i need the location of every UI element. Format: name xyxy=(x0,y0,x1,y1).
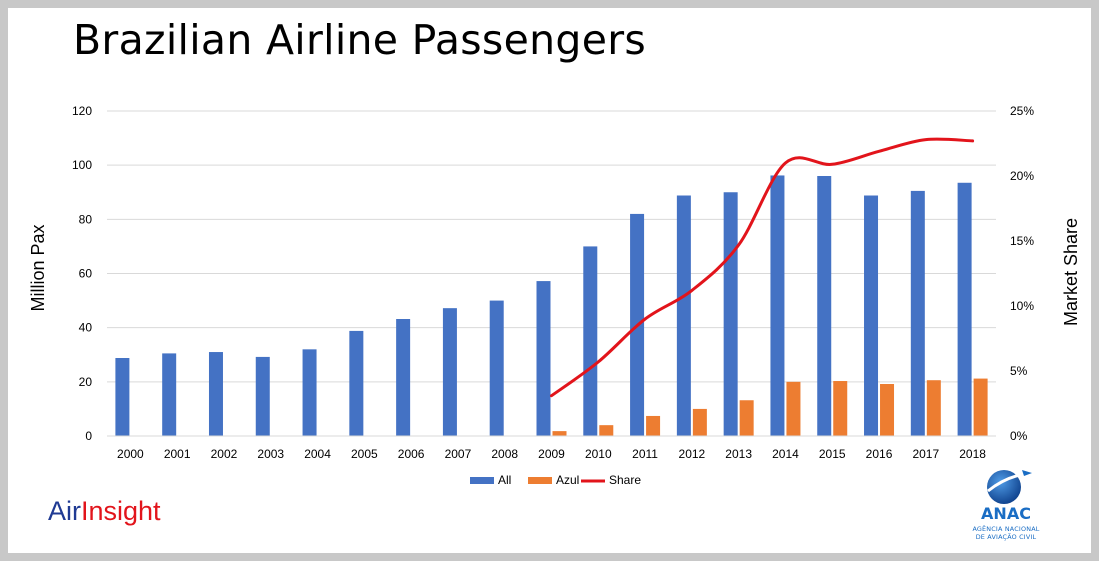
x-tick-label: 2016 xyxy=(866,447,893,461)
x-tick-label: 2003 xyxy=(257,447,284,461)
y2-tick-label: 15% xyxy=(1010,234,1034,248)
anac-globe-icon xyxy=(987,470,1032,504)
x-tick-label: 2018 xyxy=(959,447,986,461)
gridlines xyxy=(107,110,996,383)
y2-tick-label: 20% xyxy=(1010,169,1034,183)
bar-azul-2017 xyxy=(926,380,941,436)
bar-azul-2015 xyxy=(833,381,848,436)
x-tick-label: 2004 xyxy=(304,447,331,461)
legend-label-share: Share xyxy=(609,473,641,487)
y2-tick-label: 5% xyxy=(1010,364,1028,378)
bar-all-2018 xyxy=(957,182,972,436)
legend-swatch-all xyxy=(470,477,494,484)
bar-azul-2011 xyxy=(646,415,661,436)
slide: 0 20 40 60 80 100 120 0% 5% 10% 15% 20% 25% 2000 200… xyxy=(8,8,1091,553)
y-axis-ticks: 0 20 40 60 80 100 120 xyxy=(72,104,92,443)
chart-title: Brazilian Airline Passengers xyxy=(73,16,647,64)
bar-azul-2016 xyxy=(880,384,895,436)
legend-label-azul: Azul xyxy=(556,473,579,487)
legend-swatch-azul xyxy=(528,477,552,484)
bar-all-2013 xyxy=(723,192,738,436)
bar-all-2012 xyxy=(676,195,691,436)
bar-all-2010 xyxy=(583,246,598,436)
bar-all-2014 xyxy=(770,175,785,437)
x-tick-label: 2006 xyxy=(398,447,425,461)
x-axis-ticks: 2000 2001 2002 2003 2004 2005 2006 2007 2008 2009… xyxy=(117,447,986,461)
x-tick-label: 2017 xyxy=(912,447,939,461)
bar-all-2009 xyxy=(536,281,551,436)
y-tick-label: 80 xyxy=(79,212,93,226)
y-tick-label: 120 xyxy=(72,104,92,118)
x-tick-label: 2001 xyxy=(164,447,191,461)
bar-azul-2012 xyxy=(692,408,707,436)
y-tick-label: 60 xyxy=(79,267,93,281)
x-tick-label: 2010 xyxy=(585,447,612,461)
x-tick-label: 2005 xyxy=(351,447,378,461)
anac-subtitle-1: AGÊNCIA NACIONAL xyxy=(972,525,1040,533)
bar-azul-2013 xyxy=(739,400,754,436)
brand-insight: Insight xyxy=(81,496,161,526)
x-tick-label: 2012 xyxy=(679,447,706,461)
x-tick-label: 2000 xyxy=(117,447,144,461)
bar-all-2000 xyxy=(115,358,130,436)
bar-all-2005 xyxy=(349,330,364,436)
legend-label-all: All xyxy=(498,473,511,487)
anac-subtitle-2: DE AVIAÇÃO CIVIL xyxy=(975,533,1037,541)
y2-axis-label: Market Share xyxy=(1061,218,1081,326)
x-tick-label: 2013 xyxy=(725,447,752,461)
airinsight-logo: AirInsight xyxy=(48,496,161,527)
bar-all-2001 xyxy=(162,353,177,436)
y2-tick-label: 25% xyxy=(1010,104,1034,118)
x-tick-label: 2011 xyxy=(632,447,658,461)
y2-tick-label: 0% xyxy=(1010,429,1028,443)
x-tick-label: 2007 xyxy=(445,447,472,461)
bar-azul-2018 xyxy=(973,378,988,436)
x-tick-label: 2015 xyxy=(819,447,846,461)
bar-azul-2014 xyxy=(786,381,801,436)
bar-all-2007 xyxy=(442,308,457,436)
y2-axis-ticks: 0% 5% 10% 15% 20% 25% xyxy=(1010,104,1034,443)
series-azul-bars xyxy=(552,378,988,436)
bar-all-2016 xyxy=(864,195,879,436)
bar-all-2003 xyxy=(255,356,270,436)
series-share-line xyxy=(550,137,975,398)
y-tick-label: 0 xyxy=(85,429,92,443)
brand-air: Air xyxy=(48,496,81,526)
bar-all-2006 xyxy=(396,319,411,436)
bar-azul-2010 xyxy=(599,425,614,436)
y2-tick-label: 10% xyxy=(1010,299,1034,313)
bar-all-2017 xyxy=(910,190,925,436)
bar-azul-2009 xyxy=(552,431,567,436)
anac-logo: ANAC AGÊNCIA NACIONAL DE AVIAÇÃO CIVIL xyxy=(966,466,1046,546)
y-tick-label: 20 xyxy=(79,375,93,389)
bar-all-2008 xyxy=(489,300,504,436)
legend: All Azul Share xyxy=(470,473,641,487)
x-tick-label: 2008 xyxy=(491,447,518,461)
x-tick-label: 2002 xyxy=(211,447,238,461)
x-tick-label: 2009 xyxy=(538,447,565,461)
y-tick-label: 40 xyxy=(79,321,93,335)
anac-name: ANAC xyxy=(981,504,1031,523)
bar-all-2015 xyxy=(817,176,832,436)
y-tick-label: 100 xyxy=(72,158,92,172)
bar-all-2004 xyxy=(302,349,317,436)
y-axis-label: Million Pax xyxy=(28,224,48,311)
x-tick-label: 2014 xyxy=(772,447,799,461)
bar-all-2002 xyxy=(208,352,223,436)
